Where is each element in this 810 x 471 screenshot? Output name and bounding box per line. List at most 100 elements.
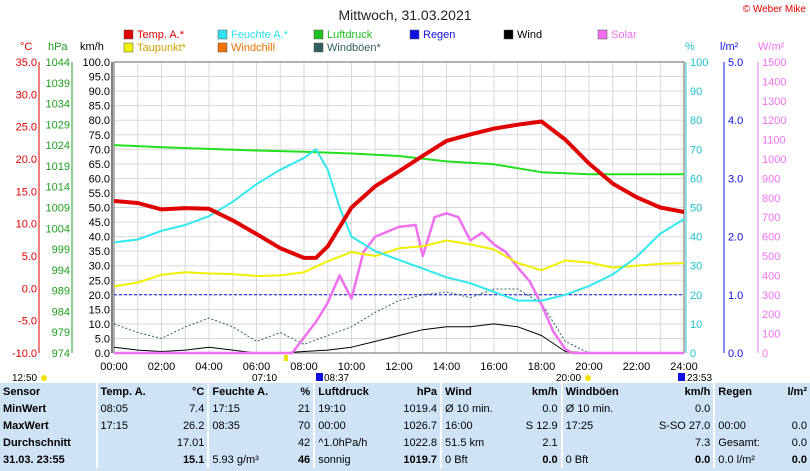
pressure-tick: 1024 <box>46 140 70 152</box>
solar-tick: 1400 <box>762 76 786 88</box>
legend-label: Luftdruck <box>327 29 373 41</box>
marker-moon: 23:53 <box>687 373 712 383</box>
table-cell: 5.93 g/m³ <box>207 451 290 468</box>
temp-tick: -10.0 <box>12 348 37 360</box>
humidity-tick: 40 <box>690 232 702 244</box>
table-cell: 51.5 km <box>440 434 512 451</box>
weather-chart: 35.030.025.020.015.010.05.00.0-5.0-10.01… <box>12 4 807 383</box>
table-cell: 00:00 <box>313 417 389 434</box>
solar-tick: 1500 <box>762 57 786 69</box>
table-cell: 16:00 <box>440 417 512 434</box>
table-cell <box>560 434 640 451</box>
x-tick: 10:00 <box>338 361 366 373</box>
x-tick: 00:00 <box>100 361 128 373</box>
moon-icon <box>316 373 323 381</box>
marker-left: 12:50 <box>12 373 37 383</box>
table-header-cell: Regen <box>713 383 777 400</box>
table-header-cell: Temp. A. <box>95 383 164 400</box>
series-taupunkt <box>113 239 685 288</box>
legend-swatch <box>313 29 324 40</box>
solar-tick: 1100 <box>762 135 786 147</box>
x-tick: 16:00 <box>480 361 508 373</box>
pressure-tick: 984 <box>52 306 70 318</box>
wind-tick: 80.0 <box>89 115 110 127</box>
marker-sunrise: 07:10 <box>252 373 277 383</box>
summary-table: Sensor Temp. A. °C Feuchte A.% Luftdruck hPa W… <box>0 383 810 471</box>
pressure-tick: 1014 <box>46 182 70 194</box>
wind-tick: 65.0 <box>89 159 110 171</box>
temp-tick: 0.0 <box>22 283 37 295</box>
table-cell: ^1.0hPa/h <box>313 434 389 451</box>
copyright: © Weber Mike <box>743 4 807 15</box>
series-windböen <box>113 288 684 354</box>
wind-tick: 55.0 <box>89 188 110 200</box>
table-header-cell: hPa <box>416 385 438 398</box>
legend-label: Wind <box>517 29 542 41</box>
legend-label: Temp. A.* <box>137 29 185 41</box>
table-cell: 46 <box>297 453 311 466</box>
x-tick: 14:00 <box>433 361 461 373</box>
wind-tick: 50.0 <box>89 203 110 215</box>
pressure-tick: 1029 <box>46 119 70 131</box>
legend-swatch <box>123 29 134 40</box>
solar-tick: 700 <box>762 212 780 224</box>
wind-tick: 45.0 <box>89 217 110 229</box>
table-header-cell: km/h <box>531 385 558 398</box>
table-cell: 08:05 <box>95 400 164 417</box>
x-tick: 04:00 <box>195 361 223 373</box>
wind-tick: 20.0 <box>89 290 110 302</box>
series-luftdruck <box>113 144 684 176</box>
table-cell: MaxWert <box>3 419 49 432</box>
unit-humidity: % <box>685 41 695 53</box>
series-temp-a- <box>113 119 685 260</box>
humidity-tick: 50 <box>690 203 702 215</box>
table-cell: 0.0 <box>542 453 558 466</box>
table-cell: sonnig <box>313 451 389 468</box>
legend-swatch <box>597 29 608 40</box>
table-cell <box>95 451 164 468</box>
pressure-tick: 1009 <box>46 203 70 215</box>
table-cell: Gesamt: <box>713 434 777 451</box>
table-header-cell: Feuchte A. <box>207 383 290 400</box>
table-row: Durchschnitt 17.01 42 ^1.0hPa/h 1022.8 51.5 k… <box>0 434 810 451</box>
table-cell: 17.01 <box>176 436 205 449</box>
series-solar <box>114 212 684 355</box>
table-header-cell: Sensor <box>3 385 41 398</box>
table-cell: 2.1 <box>542 436 558 449</box>
unit-rain: l/m² <box>720 41 739 53</box>
table-cell: 70 <box>297 419 311 432</box>
pressure-tick: 1034 <box>46 99 70 111</box>
pressure-tick: 989 <box>52 286 70 298</box>
plot-frame <box>113 61 685 354</box>
table-cell: 17:15 <box>207 400 290 417</box>
solar-tick: 0 <box>762 348 768 360</box>
humidity-tick: 80 <box>690 115 702 127</box>
legend-swatch <box>123 42 134 53</box>
pressure-tick: 1039 <box>46 78 70 90</box>
table-cell <box>713 400 777 417</box>
table-cell: 0.0 <box>791 436 807 449</box>
solar-tick: 300 <box>762 290 780 302</box>
axes: 35.0 30.0 25.0 20.0 15.0 10.0 5.0 0.0 -5.0 -10.0 1… <box>12 57 787 373</box>
table-cell: 0.0 l/m² <box>713 451 777 468</box>
wind-tick: 5.0 <box>95 333 110 345</box>
table-header-cell: Windböen <box>560 383 640 400</box>
table-cell: 1019.7 <box>403 453 438 466</box>
legend-swatch <box>217 29 228 40</box>
wind-tick: 35.0 <box>89 246 110 258</box>
table-cell <box>95 434 164 451</box>
table-cell: 17:15 <box>95 417 164 434</box>
temp-tick: -5.0 <box>18 316 37 328</box>
series-wind <box>113 323 684 354</box>
table-cell: 19:10 <box>313 400 389 417</box>
unit-wind: km/h <box>80 41 104 53</box>
table-cell: 0.0 <box>542 402 558 415</box>
table-cell: 31.03. 23:55 <box>3 453 65 466</box>
legend-label: Windböen* <box>327 42 382 54</box>
wind-tick: 0.0 <box>95 348 110 360</box>
pressure-tick: 1044 <box>46 57 70 69</box>
wind-tick: 90.0 <box>89 86 110 98</box>
chart-title: Mittwoch, 31.03.2021 <box>338 7 471 23</box>
solar-tick: 400 <box>762 270 780 282</box>
legend: Temp. A.* Feuchte A.* Luftdruck Regen Wind So… <box>123 29 637 54</box>
